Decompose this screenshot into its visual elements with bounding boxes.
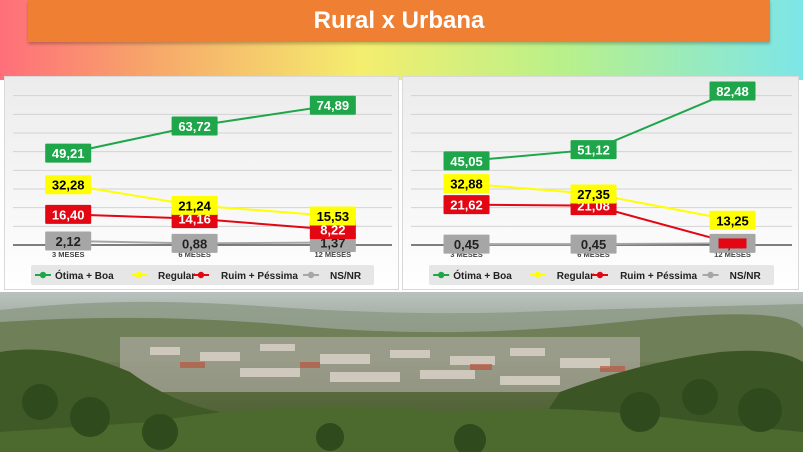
data-label-otima-boa: 51,12 [570,140,617,160]
data-label-box [709,81,756,101]
legend-label-otima-boa: Ótima + Boa [453,269,512,282]
data-label-text: 21,24 [178,198,211,213]
data-label-otima-boa: 74,89 [309,95,356,115]
legend-label-ruim-pessima: Ruim + Péssima [221,271,298,282]
data-label-ns-nr: 0,45 [570,234,617,254]
data-label-text: 0,45 [454,237,479,252]
data-label-ns-nr: 0,45 [443,234,490,254]
data-label-text: 0,45 [581,237,606,252]
data-label-text: 27,35 [577,187,610,202]
data-label-text: 1,37 [320,235,345,250]
data-label-text: 82,48 [716,84,749,99]
legend-swatch-marker [707,271,714,279]
legend-label-otima-boa: Ótima + Boa [55,269,114,282]
data-label-text: 8,22 [320,223,345,238]
data-label-box [570,140,617,160]
data-label-text: 32,88 [450,177,483,192]
data-label-text: 32,28 [52,178,85,193]
title-banner: Rural x Urbana [28,0,770,42]
data-label-text: 0,88 [182,236,207,251]
legend: Ótima + Boa Regular Ruim + Péssima NS/NR [429,265,774,285]
data-label-otima-boa: 45,05 [443,151,490,171]
legend-swatch-marker [437,271,445,279]
legend-swatch-marker [135,271,143,279]
legend-swatch-marker [197,271,205,279]
data-label-box [171,195,218,215]
data-label-text: 14,16 [178,212,211,227]
data-label-ns-nr: 2,12 [45,231,92,251]
data-label-otima-boa: 63,72 [171,116,218,136]
city-landscape-photo [0,292,803,452]
data-label-box [443,234,490,254]
data-label-box [171,233,218,253]
data-label-text: 2,12 [56,234,81,249]
data-label-text: 16,40 [52,207,85,222]
data-label-otima-boa: 49,21 [45,143,92,163]
data-label-box [443,151,490,171]
data-point-marker [718,238,747,249]
data-label-box [309,206,356,226]
x-tick-label: 12 MESES [315,250,352,259]
x-tick-label: 6 MESES [577,250,610,259]
data-label-box [443,174,490,194]
data-label-text: 13,25 [716,213,749,228]
legend-swatch-marker [596,271,604,279]
legend-label-regular: Regular [557,271,594,282]
x-tick-label: 3 MESES [450,250,483,259]
legend: Ótima + Boa Regular Ruim + Péssima NS/NR [31,265,374,285]
data-label-ruim-pessima [718,238,747,249]
data-label-text: 49,21 [52,146,85,161]
x-tick-label: 12 MESES [714,250,751,259]
data-label-box [45,231,92,251]
data-label-text: 21,62 [450,198,483,213]
data-label-box [443,195,490,215]
page-title: Rural x Urbana [313,7,485,34]
x-tick-label: 6 MESES [178,250,211,259]
data-label-regular: 32,28 [45,175,92,195]
data-label-ruim-pessima: 21,62 [443,195,490,215]
data-label-ns-nr: 0,88 [171,233,218,253]
data-label-box [45,143,92,163]
legend-label-ns-nr: NS/NR [330,271,362,282]
data-label-text: 51,12 [577,143,610,158]
data-label-text: 74,89 [317,98,350,113]
data-label-text: 15,53 [317,209,350,224]
data-label-box [309,95,356,115]
data-label-regular: 21,24 [171,195,218,215]
data-label-box [709,210,756,230]
legend-swatch-marker [534,271,541,279]
data-label-text: 45,05 [450,154,483,169]
data-label-box [45,175,92,195]
data-label-regular: 13,25 [709,210,756,230]
legend-label-ns-nr: NS/NR [730,271,762,282]
data-label-text: 63,72 [178,119,211,134]
data-label-regular: 32,88 [443,174,490,194]
data-label-otima-boa: 82,48 [709,81,756,101]
data-label-regular: 15,53 [309,206,356,226]
legend-label-regular: Regular [158,271,195,282]
data-label-ruim-pessima: 16,40 [45,204,92,224]
chart-panel-rural: 3 MESES 6 MESES 12 MESES 2,12 0,88 1,37 16,40 1… [4,76,399,290]
legend-swatch-marker [39,271,47,279]
legend-label-ruim-pessima: Ruim + Péssima [620,271,697,282]
chart-rural: 3 MESES 6 MESES 12 MESES 2,12 0,88 1,37 16,40 1… [13,95,392,285]
data-label-box [171,116,218,136]
x-tick-label: 3 MESES [52,250,85,259]
legend-swatch-marker [307,271,315,279]
data-label-box [45,204,92,224]
data-label-regular: 27,35 [570,184,617,204]
data-label-box [570,234,617,254]
data-label-box [570,184,617,204]
